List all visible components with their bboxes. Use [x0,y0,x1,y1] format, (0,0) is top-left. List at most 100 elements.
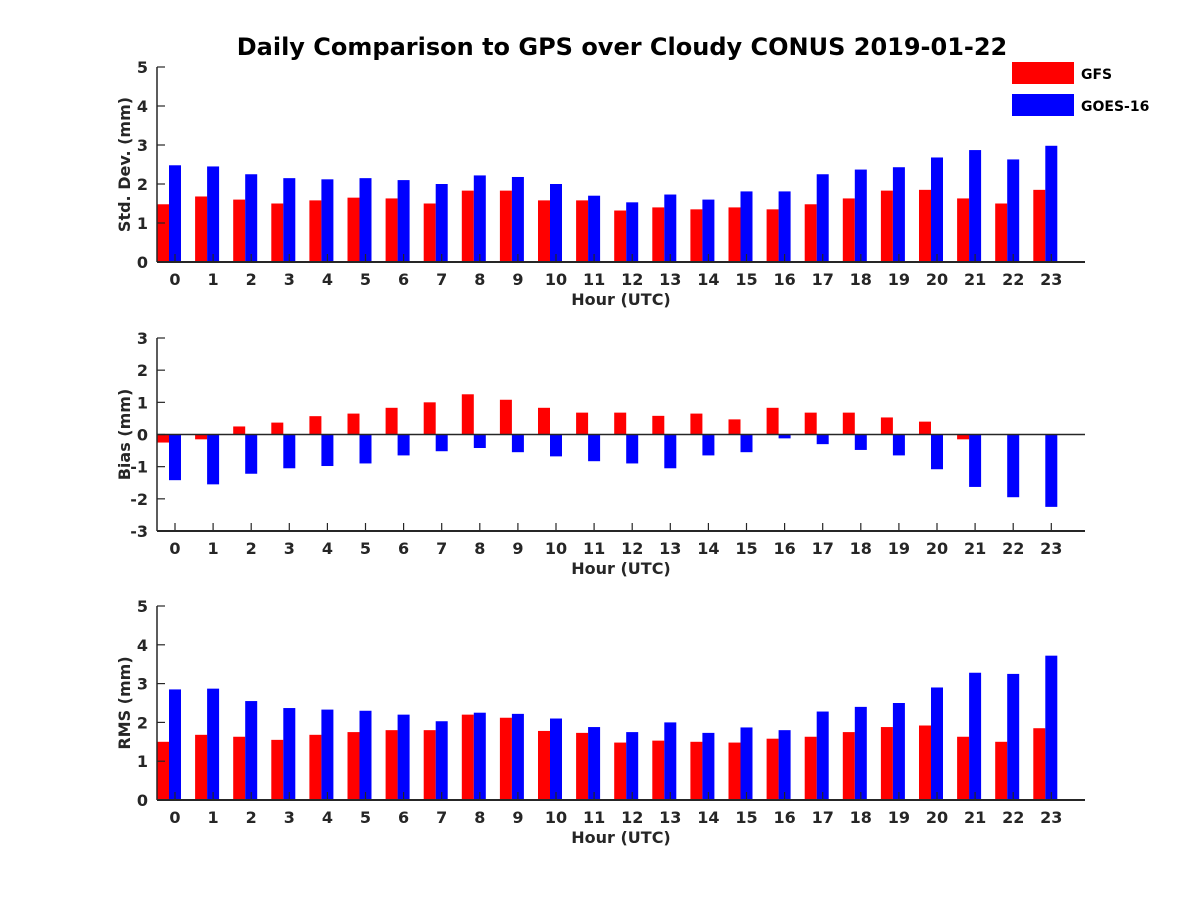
stddev-y-tick-label: 5 [137,58,148,77]
bias-bar-gfs-bias-12 [614,413,626,435]
rms-bar-gfs-rms-13 [652,741,664,800]
stddev-x-tick-label: 9 [512,270,523,289]
bias-bar-goes-16-bias-1 [207,435,219,485]
rms-x-tick-label: 19 [888,808,910,827]
bias-y-tick-label: -2 [130,490,148,509]
stddev-bar-gfs-stddev-10 [538,200,550,262]
stddev-bar-gfs-stddev-3 [271,204,283,263]
bias-bar-goes-16-bias-22 [1007,435,1019,498]
bias-bar-gfs-bias-19 [881,417,893,434]
bias-bar-goes-16-bias-2 [245,435,257,474]
bias-x-tick-label: 9 [512,539,523,558]
bias-x-tick-label: 17 [812,539,834,558]
stddev-bar-gfs-stddev-17 [805,204,817,262]
rms-bar-goes-16-rms-1 [207,689,219,800]
rms-bar-gfs-rms-21 [957,737,969,800]
chart: Daily Comparison to GPS over Cloudy CONU… [0,0,1200,900]
rms-bar-gfs-rms-11 [576,733,588,800]
bias-bar-gfs-bias-2 [233,426,245,434]
rms-x-tick-label: 0 [169,808,180,827]
rms-bar-gfs-rms-8 [462,715,474,800]
stddev-bar-goes-16-stddev-15 [741,191,753,262]
rms-bar-goes-16-rms-16 [779,730,791,800]
stddev-bar-gfs-stddev-20 [919,190,931,262]
stddev-bar-goes-16-stddev-3 [283,178,295,262]
rms-y-tick-label: 5 [137,597,148,616]
bias-bar-goes-16-bias-20 [931,435,943,470]
legend-swatch-gfs [1012,62,1074,84]
stddev-x-tick-label: 19 [888,270,910,289]
stddev-y-tick-label: 2 [137,175,148,194]
stddev-bar-goes-16-stddev-22 [1007,159,1019,262]
stddev-bar-goes-16-stddev-12 [626,202,638,262]
rms-bar-goes-16-rms-9 [512,714,524,800]
rms-x-tick-label: 5 [360,808,371,827]
stddev-x-tick-label: 16 [773,270,795,289]
rms-x-tick-label: 17 [812,808,834,827]
bias-bar-goes-16-bias-23 [1045,435,1057,507]
bias-bar-gfs-bias-8 [462,394,474,434]
bias-bar-goes-16-bias-3 [283,435,295,469]
rms-bar-goes-16-rms-22 [1007,674,1019,800]
stddev-bar-gfs-stddev-1 [195,196,207,262]
rms-y-tick-label: 0 [137,791,148,810]
rms-x-tick-label: 4 [322,808,333,827]
rms-x-tick-label: 14 [697,808,719,827]
rms-bar-goes-16-rms-14 [702,733,714,800]
bias-bar-gfs-bias-0 [157,435,169,443]
bias-x-tick-label: 7 [436,539,447,558]
legend-label-gfs: GFS [1081,67,1112,83]
rms-bar-goes-16-rms-7 [436,721,448,800]
stddev-bar-goes-16-stddev-18 [855,170,867,262]
bias-x-tick-label: 6 [398,539,409,558]
stddev-x-tick-label: 17 [812,270,834,289]
stddev-bar-goes-16-stddev-4 [321,179,333,262]
bias-y-tick-label: 3 [137,329,148,348]
bias-x-tick-label: 0 [169,539,180,558]
stddev-x-tick-label: 3 [284,270,295,289]
stddev-x-tick-label: 0 [169,270,180,289]
bias-bar-gfs-bias-4 [309,416,321,434]
stddev-bar-gfs-stddev-8 [462,191,474,262]
rms-bar-gfs-rms-10 [538,731,550,800]
rms-bar-gfs-rms-5 [348,732,360,800]
rms-x-tick-label: 11 [583,808,605,827]
bias-x-tick-label: 14 [697,539,719,558]
stddev-bar-gfs-stddev-7 [424,204,436,263]
stddev-bars [157,146,1057,262]
stddev-bar-gfs-stddev-11 [576,200,588,262]
rms-x-tick-label: 16 [773,808,795,827]
stddev-bar-goes-16-stddev-8 [474,175,486,262]
rms-bar-gfs-rms-19 [881,727,893,800]
stddev-bar-gfs-stddev-15 [729,207,741,262]
bias-x-tick-label: 16 [773,539,795,558]
rms-bar-goes-16-rms-0 [169,689,181,800]
rms-bar-gfs-rms-3 [271,740,283,800]
bias-bar-goes-16-bias-21 [969,435,981,487]
stddev-bar-gfs-stddev-2 [233,200,245,262]
bias-bar-gfs-bias-14 [690,414,702,435]
bias-x-tick-label: 22 [1002,539,1024,558]
bias-bar-gfs-bias-18 [843,413,855,435]
bias-x-tick-label: 23 [1040,539,1062,558]
stddev-bar-gfs-stddev-4 [309,200,321,262]
rms-bar-goes-16-rms-5 [360,711,372,800]
rms-bar-gfs-rms-12 [614,743,626,800]
bias-bar-goes-16-bias-8 [474,435,486,449]
bias-x-tick-label: 3 [284,539,295,558]
stddev-x-tick-label: 22 [1002,270,1024,289]
stddev-x-tick-label: 15 [735,270,757,289]
rms-bars [157,656,1057,800]
bias-x-tick-label: 15 [735,539,757,558]
stddev-x-tick-label: 13 [659,270,681,289]
rms-bar-goes-16-rms-13 [664,722,676,800]
rms-x-tick-label: 13 [659,808,681,827]
rms-x-tick-label: 6 [398,808,409,827]
stddev-bar-gfs-stddev-23 [1033,190,1045,262]
stddev-y-tick-label: 3 [137,136,148,155]
rms-bar-gfs-rms-18 [843,732,855,800]
bias-bar-gfs-bias-13 [652,416,664,435]
bias-bar-gfs-bias-5 [348,414,360,435]
rms-bar-goes-16-rms-15 [741,727,753,800]
